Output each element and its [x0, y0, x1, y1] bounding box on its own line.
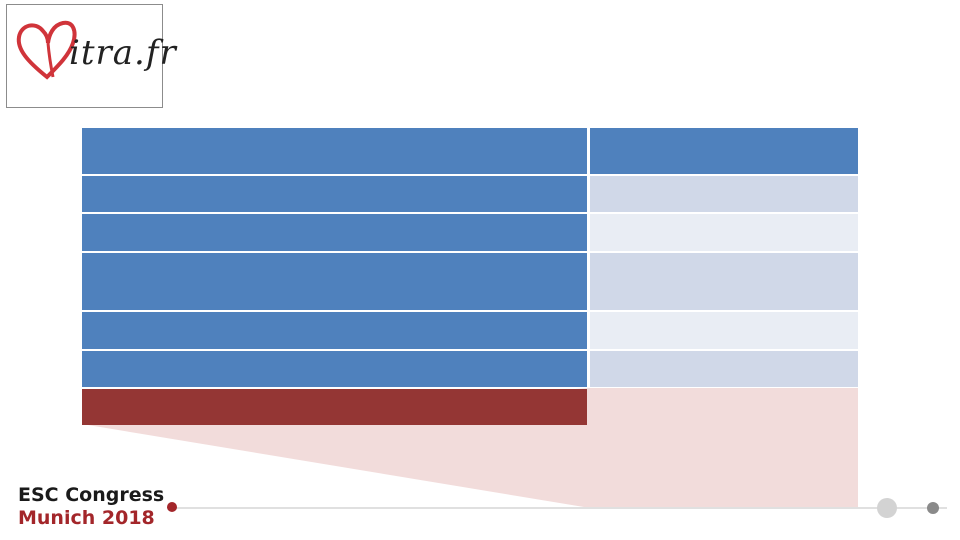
table-row-value: [590, 351, 858, 387]
table-row-highlight-label: [82, 389, 587, 425]
table-header-right: [590, 128, 858, 174]
table-row-value: [590, 176, 858, 212]
table-row-label: [82, 176, 587, 212]
timeline-start-dot: [167, 502, 177, 512]
table-row-value: [590, 214, 858, 251]
table-row-value: [590, 312, 858, 349]
timeline-marker-dot: [877, 498, 897, 518]
table-row-label: [82, 312, 587, 349]
logo-text: itra.fr: [69, 33, 177, 73]
conference-title: ESC Congress: [18, 484, 165, 506]
conference-location: Munich 2018: [18, 507, 155, 529]
table-row-highlight-value: [590, 389, 858, 425]
table-row-label: [82, 214, 587, 251]
timeline-end-dot: [927, 502, 939, 514]
heart-icon: [16, 20, 77, 80]
timeline-bar: [172, 507, 947, 509]
table-row-label: [82, 351, 587, 387]
table-row-label: [82, 253, 587, 310]
table-header-left: [82, 128, 587, 174]
table-row-value: [590, 253, 858, 310]
logo: itra.fr: [6, 4, 176, 108]
